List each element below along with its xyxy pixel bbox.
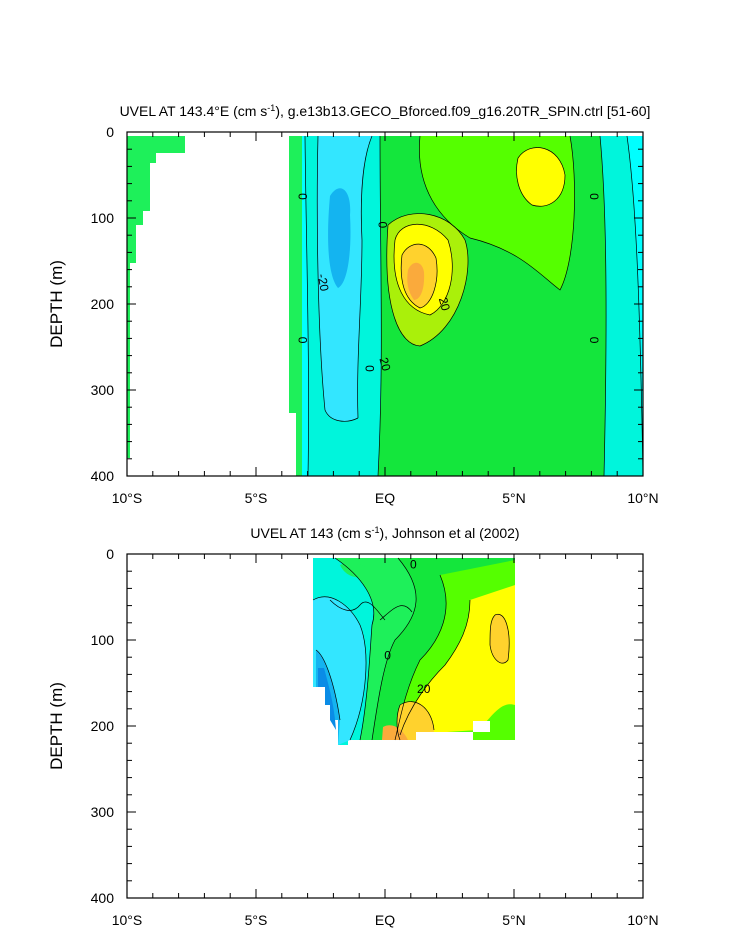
- top-contour-label: 20: [377, 356, 394, 373]
- top-contour-label: 0: [295, 337, 309, 344]
- top-x-tick-label: 10°S: [112, 490, 143, 506]
- top-left-strip: [127, 136, 185, 458]
- top-contour-label: 0: [295, 193, 309, 200]
- bot-x-tick-label: 10°S: [112, 912, 143, 928]
- panel-bottom: UVEL AT 143 (cm s-1), Johnson et al (200…: [47, 525, 659, 928]
- bot-contour-line: [371, 557, 417, 741]
- top-y-tick-label: 400: [91, 468, 115, 484]
- bot-nodata-gap: [416, 732, 473, 740]
- top-x-tick-label: 5°S: [245, 490, 268, 506]
- top-x-tick-label: EQ: [375, 490, 395, 506]
- top-contour-line: [393, 224, 453, 316]
- bot-contour-line: [329, 599, 386, 621]
- bot-x-tick-label: EQ: [375, 912, 395, 928]
- bot-y-tick-label: 300: [91, 804, 115, 820]
- top-contour-line: [626, 135, 644, 477]
- top-y-tick-label: 200: [91, 296, 115, 312]
- bot-x-tick-label: 5°S: [245, 912, 268, 928]
- top-x-tick-label: 10°N: [627, 490, 658, 506]
- top-y-tick-label: 0: [106, 124, 114, 140]
- bot-nodata-gap: [473, 721, 490, 732]
- bot-contour-label: 20: [417, 682, 431, 696]
- bot-gold-lower: [397, 701, 434, 740]
- bot-surface-patch: [340, 562, 372, 578]
- bot-contour-line: [334, 557, 374, 741]
- top-y-tick-label: 300: [91, 382, 115, 398]
- panel-top: UVEL AT 143.4°E (cm s-1), g.e13b13.GECO_…: [47, 103, 659, 506]
- top-contour-line: [419, 135, 575, 291]
- bot-y-tick-label: 200: [91, 718, 115, 734]
- top-contour-line: [386, 213, 469, 347]
- top-contour-label: -20: [315, 273, 332, 293]
- bot-contour-line: [396, 701, 435, 741]
- bot-contour-line: [399, 599, 471, 736]
- bot-contour-line: [489, 613, 510, 664]
- top-contour-line: [599, 135, 607, 477]
- bot-y-tick-label: 400: [91, 890, 115, 906]
- top-contour-label: 0: [363, 365, 377, 372]
- top-title: UVEL AT 143.4°E (cm s-1), g.e13b13.GECO_…: [120, 103, 651, 119]
- top-y-tick-label: 100: [91, 210, 115, 226]
- top-contour-line: [516, 147, 566, 207]
- top-x-tick-label: 5°N: [502, 490, 526, 506]
- bot-neg-deep: [318, 668, 336, 730]
- bottom-title: UVEL AT 143 (cm s-1), Johnson et al (200…: [250, 525, 519, 541]
- top-y-axis-label: DEPTH (m): [47, 260, 66, 348]
- bot-neg-band: [313, 596, 366, 745]
- bot-y-tick-label: 0: [106, 546, 114, 562]
- bot-contour-label: 0: [410, 557, 417, 571]
- bot-gold-upper: [490, 614, 510, 664]
- top-contour-line: [357, 135, 373, 419]
- bot-contour-line: [379, 605, 413, 621]
- bot-contour-line: [394, 574, 447, 741]
- bot-contour-line: [312, 596, 367, 741]
- bot-orange: [382, 725, 408, 740]
- top-euc-orange: [407, 262, 425, 300]
- top-contour-line: [377, 135, 382, 477]
- top-coast-band: [289, 136, 302, 476]
- bot-contour-label: 0: [384, 648, 391, 662]
- top-neg-core: [328, 188, 351, 288]
- top-contour-line: [400, 243, 438, 309]
- bot-x-tick-label: 10°N: [627, 912, 658, 928]
- top-contour-line: [304, 135, 309, 477]
- top-contour-label: 20: [436, 296, 453, 313]
- bot-x-tick-label: 5°N: [502, 912, 526, 928]
- bot-yellow: [400, 585, 515, 735]
- top-contour-label: 0: [375, 222, 389, 229]
- top-contour-line: [316, 135, 359, 422]
- bot-y-tick-label: 100: [91, 632, 115, 648]
- bottom-y-axis-label: DEPTH (m): [47, 682, 66, 770]
- top-contour-label: 0: [587, 337, 601, 344]
- bot-contour-line: [315, 649, 341, 721]
- top-surface-core: [516, 147, 565, 207]
- top-contour-label: 0: [587, 193, 601, 200]
